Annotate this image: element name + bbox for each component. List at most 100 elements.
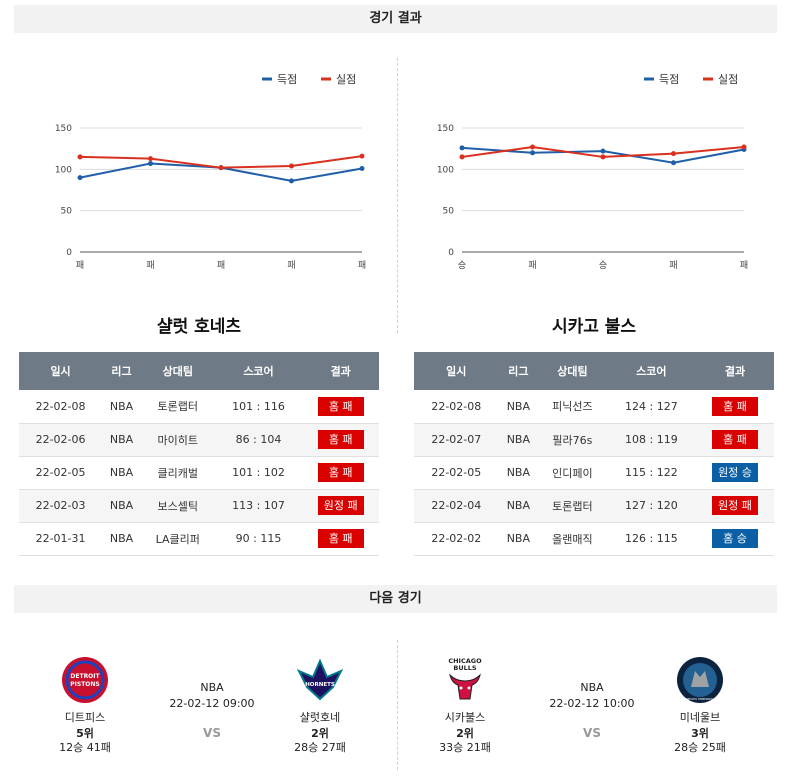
chicago-team-title: 시카고 불스	[551, 317, 637, 337]
cell-league: NBA	[102, 423, 141, 457]
cell-date: 22-01-31	[19, 522, 103, 556]
data-point	[289, 163, 294, 169]
pistons-logo-line1: DETROIT	[70, 673, 100, 680]
cell-result: 원정 패	[302, 489, 379, 523]
cell-result: 홈 승	[696, 522, 774, 556]
match-info: NBA 22-02-12 10:00	[532, 680, 652, 712]
cell-score: 108 : 119	[606, 423, 696, 457]
team-record: 28승 27패	[294, 741, 346, 754]
cell-date: 22-02-07	[414, 423, 499, 457]
team-record: 12승 41패	[59, 741, 111, 754]
pistons-logo-line2: PISTONS	[70, 681, 100, 688]
result-badge: 원정 승	[712, 463, 758, 482]
data-point	[459, 154, 465, 160]
column-divider	[397, 640, 398, 770]
data-point	[600, 148, 606, 154]
table-row: 22-02-04 NBA 토론랩터 127 : 120 원정 패	[414, 489, 774, 523]
table-row: 22-02-02 NBA 올랜매직 126 : 115 홈 승	[414, 522, 774, 556]
team-rank: 5위	[76, 727, 94, 740]
cell-opponent: LA클리퍼	[140, 522, 215, 556]
y-tick-label: 150	[437, 124, 454, 134]
next-game-card: CHICAGO BULLS 시카불스 2위 33승 21패 NBA 22-02-…	[420, 650, 780, 760]
cell-result: 홈 패	[696, 390, 774, 424]
home-team: CHICAGO BULLS 시카불스 2위 33승 21패	[420, 650, 510, 755]
chicago-line-chart: 0 50 100 150 승 패 승 패 패 득점 실점	[437, 73, 748, 271]
cell-result: 원정 패	[696, 489, 774, 523]
data-point	[671, 151, 676, 157]
data-point	[671, 160, 676, 166]
hornets-logo-icon: HORNETS	[296, 658, 344, 701]
cell-league: NBA	[102, 489, 141, 523]
data-point	[741, 144, 747, 150]
cell-score: 115 : 122	[606, 456, 696, 490]
match-info: NBA 22-02-12 09:00	[152, 680, 272, 712]
cell-opponent: 마이히트	[140, 423, 215, 457]
x-tick-label: 승	[599, 260, 607, 271]
header-opponent: 상대팀	[140, 352, 215, 390]
charlotte-results-chart: 0 50 100 150 패 패 패 패 패 득점 실점	[10, 60, 390, 280]
cell-date: 22-02-03	[19, 489, 103, 523]
bulls-logo-line2: BULLS	[453, 664, 477, 672]
next-game-section-header: 다음 경기	[14, 585, 777, 613]
team-record: 28승 25패	[674, 741, 726, 754]
match-time: 22-02-12 10:00	[549, 697, 635, 710]
y-tick-label: 100	[437, 165, 454, 175]
header-result: 결과	[696, 352, 774, 390]
cell-league: NBA	[102, 456, 141, 490]
header-league: 리그	[102, 352, 141, 390]
x-tick-label: 패	[740, 260, 748, 271]
x-tick-label: 패	[528, 260, 536, 271]
y-tick-label: 100	[55, 165, 72, 175]
team-name: 시카불스	[444, 711, 486, 724]
data-point	[359, 166, 365, 172]
cell-opponent: 클리캐벌	[140, 456, 215, 490]
chicago-results-chart: 0 50 100 150 승 패 승 패 패 득점 실점	[392, 60, 772, 280]
team-name: 샬럿호네	[299, 711, 341, 724]
table-row: 22-02-08 NBA 토론랩터 101 : 116 홈 패	[19, 390, 379, 424]
team-rank: 2위	[311, 727, 329, 740]
cell-opponent: 올랜매직	[538, 522, 607, 556]
data-point	[530, 144, 535, 150]
bulls-logo-icon: CHICAGO BULLS	[448, 657, 482, 700]
cell-opponent: 인디페이	[538, 456, 607, 490]
header-score: 스코어	[214, 352, 303, 390]
header-league: 리그	[498, 352, 539, 390]
results-section-title: 경기 결과	[369, 11, 422, 26]
data-point	[600, 154, 606, 160]
data-point	[77, 175, 83, 181]
cell-league: NBA	[498, 423, 539, 457]
match-time: 22-02-12 09:00	[169, 697, 255, 710]
table-header-row: 일시 리그 상대팀 스코어 결과	[414, 352, 774, 390]
cell-score: 113 : 107	[214, 489, 303, 523]
x-tick-label: 패	[358, 260, 366, 271]
result-badge: 홈 패	[317, 396, 364, 416]
cell-date: 22-02-05	[19, 456, 103, 490]
cell-date: 22-02-02	[414, 522, 499, 556]
cell-date: 22-02-06	[19, 423, 103, 457]
cell-date: 22-02-08	[19, 390, 103, 424]
header-opponent: 상대팀	[538, 352, 607, 390]
vs-label: VS	[583, 726, 601, 740]
bulls-logo-line1: CHICAGO	[448, 657, 482, 665]
away-team: HORNETS 샬럿호네 2위 28승 27패	[275, 650, 365, 755]
match-league: NBA	[580, 681, 604, 694]
x-tick-label: 패	[669, 260, 677, 271]
header-score: 스코어	[606, 352, 696, 390]
x-tick-label: 패	[217, 260, 225, 271]
timberwolves-logo-text: MINNESOTA TIMBERWOLVES	[682, 697, 719, 701]
x-tick-label: 패	[287, 260, 295, 271]
cell-league: NBA	[498, 489, 539, 523]
legend-label: 득점	[277, 73, 297, 86]
data-point	[218, 165, 224, 171]
timberwolves-logo-icon: MINNESOTA TIMBERWOLVES	[677, 657, 723, 703]
cell-result: 홈 패	[302, 456, 379, 490]
cell-score: 90 : 115	[214, 522, 303, 556]
data-point	[459, 145, 465, 151]
next-game-card: DETROIT PISTONS 디트피스 5위 12승 41패 NBA 22-0…	[40, 650, 400, 760]
data-point	[530, 150, 535, 156]
header-result: 결과	[302, 352, 379, 390]
cell-opponent: 피닉선즈	[538, 390, 607, 424]
cell-league: NBA	[102, 522, 141, 556]
result-badge: 홈 패	[317, 463, 364, 482]
cell-score: 101 : 116	[214, 390, 303, 424]
